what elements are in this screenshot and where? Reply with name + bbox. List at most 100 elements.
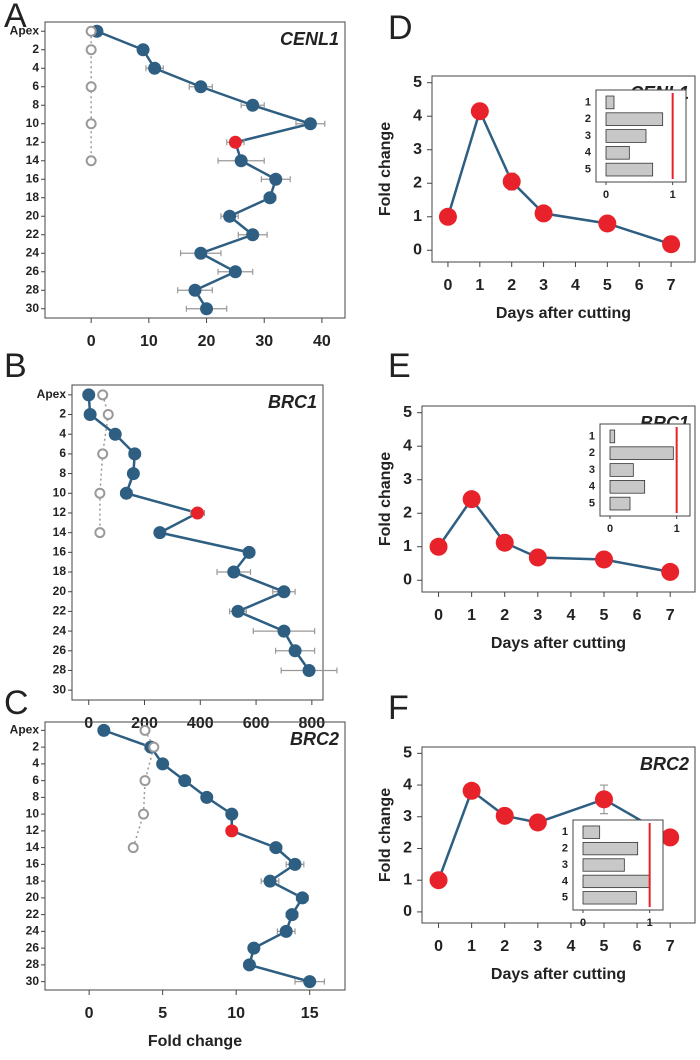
inset-category-label: 2	[562, 843, 568, 855]
y-tick-label: 12	[26, 823, 40, 837]
data-point	[188, 283, 202, 297]
x-tick-label: 0	[434, 607, 443, 624]
inset-category-label: 4	[562, 875, 569, 887]
data-point	[285, 908, 299, 922]
inset-bar	[609, 463, 634, 477]
y-tick-label: 1	[403, 871, 412, 888]
y-tick-label: Apex	[10, 723, 40, 737]
y-axis-label: Fold change	[377, 122, 394, 216]
y-tick-label: 20	[53, 584, 67, 598]
y-tick-label: 26	[26, 940, 40, 954]
inset-bar	[582, 825, 601, 839]
data-point	[153, 526, 167, 540]
y-axis-label: Fold change	[377, 788, 394, 882]
x-tick-label: 3	[539, 277, 548, 294]
data-point	[225, 807, 239, 821]
y-tick-label: 24	[26, 924, 40, 938]
inset-tick-label: 0	[607, 523, 613, 535]
inset-tick-label: 1	[670, 189, 676, 201]
y-tick-label: 4	[403, 437, 412, 454]
x-tick-label: 400	[187, 715, 214, 732]
data-point	[194, 246, 208, 260]
data-point	[138, 808, 150, 820]
data-point	[127, 842, 139, 854]
data-point	[126, 467, 140, 481]
data-point	[136, 43, 150, 57]
data-point	[231, 604, 245, 618]
x-tick-label: 6	[633, 938, 642, 955]
x-tick-label: 0	[443, 277, 452, 294]
y-tick-label: 4	[59, 426, 66, 440]
inset-category-label: 4	[585, 147, 592, 159]
data-point	[303, 117, 317, 131]
data-point	[247, 941, 261, 955]
series-line	[437, 788, 671, 881]
data-point	[528, 548, 547, 567]
inset-bar	[605, 95, 615, 110]
x-tick-label: 10	[140, 333, 158, 350]
data-point	[148, 61, 162, 75]
data-point	[429, 537, 448, 556]
y-tick-label: 6	[32, 79, 39, 93]
data-point	[139, 775, 151, 787]
inset-category-label: 2	[585, 113, 591, 125]
inset-category-label: 3	[585, 130, 591, 142]
data-point	[534, 204, 553, 223]
data-point	[661, 562, 680, 581]
x-tick-label: 0	[87, 333, 96, 350]
data-point	[194, 80, 208, 94]
x-tick-label: 6	[635, 277, 644, 294]
panel-label: D	[388, 9, 413, 47]
y-tick-label: 12	[53, 505, 67, 519]
y-tick-label: 5	[413, 74, 422, 91]
x-tick-label: 2	[500, 938, 509, 955]
data-point	[94, 527, 106, 539]
x-tick-label: 0	[434, 938, 443, 955]
x-tick-label: 6	[633, 607, 642, 624]
data-point	[263, 191, 277, 205]
x-tick-label: 3	[533, 938, 542, 955]
inset-tick-label: 0	[580, 917, 586, 929]
panel-label: C	[4, 684, 29, 722]
plot-frame	[44, 21, 346, 319]
inset-bar	[582, 841, 639, 856]
inset-bar	[605, 112, 664, 126]
data-point	[598, 214, 617, 233]
inset-bar	[605, 129, 647, 143]
y-tick-label: 16	[26, 171, 40, 185]
data-point	[128, 447, 142, 461]
data-point	[200, 302, 214, 316]
x-tick-label: 1	[467, 938, 476, 955]
data-point	[85, 155, 97, 167]
data-point	[139, 724, 151, 736]
x-tick-label: 3	[533, 607, 542, 624]
x-tick-label: 5	[158, 1005, 167, 1022]
inset-bar	[582, 891, 637, 905]
series-line	[437, 497, 671, 574]
y-tick-label: 26	[53, 643, 67, 657]
plot-frame	[421, 405, 696, 593]
data-point	[662, 235, 681, 254]
x-tick-label: 7	[667, 277, 676, 294]
inset-category-label: 5	[585, 164, 591, 176]
inset-category-label: 1	[589, 430, 595, 442]
plot-frame	[44, 721, 346, 991]
y-tick-label: 30	[53, 682, 67, 696]
data-point	[302, 663, 316, 677]
data-point	[288, 644, 302, 658]
y-tick-label: 28	[26, 957, 40, 971]
y-tick-label: 22	[26, 227, 40, 241]
series-line	[103, 729, 311, 983]
panel-label: E	[388, 347, 411, 385]
plot-frame	[71, 384, 324, 701]
x-tick-label: 200	[131, 715, 158, 732]
y-tick-label: 3	[413, 141, 422, 158]
data-point	[495, 806, 514, 825]
x-tick-label: 1	[475, 277, 484, 294]
y-tick-label: 8	[59, 466, 66, 480]
data-point	[462, 490, 481, 509]
data-point	[228, 265, 242, 279]
x-tick-label: 4	[566, 938, 575, 955]
x-tick-label: 4	[566, 607, 575, 624]
